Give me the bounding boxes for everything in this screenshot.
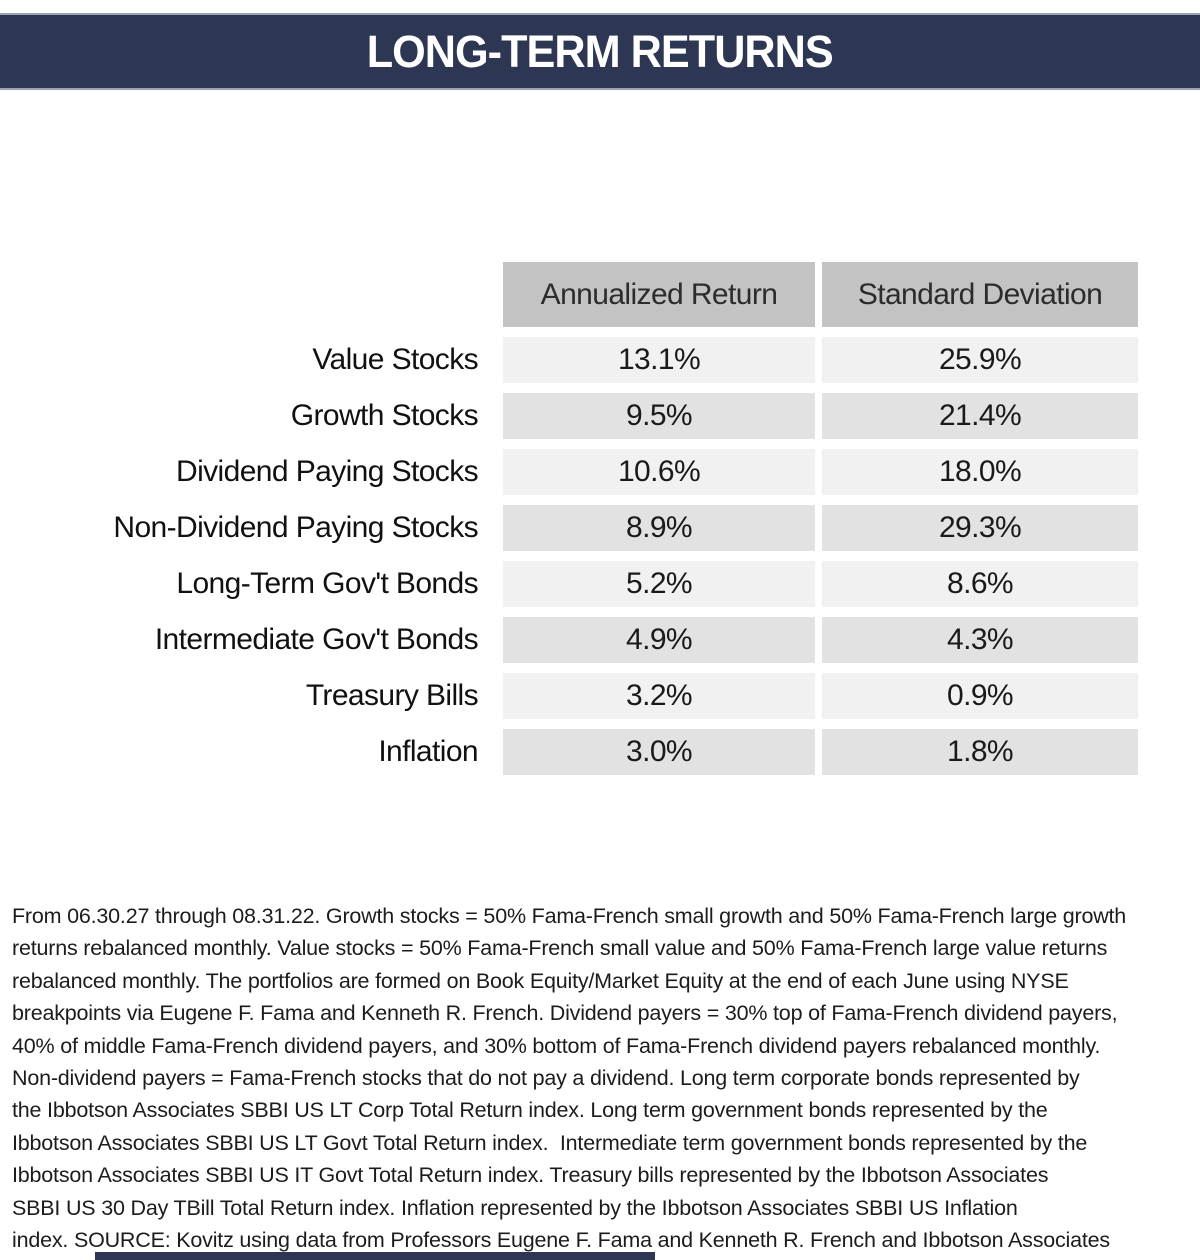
annualized-return-value: 3.0% (503, 729, 815, 775)
standard-deviation-value: 1.8% (822, 729, 1138, 775)
footnote-line: 40% of middle Fama-French dividend payer… (12, 1033, 1101, 1058)
standard-deviation-value: 21.4% (822, 393, 1138, 439)
row-label: Long-Term Gov't Bonds (176, 567, 478, 600)
annualized-return-value: 8.9% (503, 505, 815, 551)
row-label: Intermediate Gov't Bonds (154, 623, 479, 656)
row-label: Growth Stocks (290, 399, 479, 432)
row-label: Dividend Paying Stocks (176, 455, 479, 488)
annualized-return-value: 10.6% (503, 449, 815, 495)
table-header-row: Annualized Return Standard Deviation (0, 262, 1138, 327)
table-row: Value Stocks 13.1% 25.9% (0, 337, 1138, 383)
annualized-return-value: 3.2% (503, 673, 815, 719)
footnote-line: SBBI US 30 Day TBill Total Return index.… (12, 1195, 1018, 1220)
annualized-return-value: 9.5% (503, 393, 815, 439)
footnote: From 06.30.27 through 08.31.22. Growth s… (12, 900, 1194, 1256)
footnote-line: rebalanced monthly. The portfolios are f… (12, 968, 1069, 993)
footnote-line: Ibbotson Associates SBBI US LT Govt Tota… (12, 1130, 1088, 1155)
standard-deviation-value: 8.6% (822, 561, 1138, 607)
standard-deviation-value: 29.3% (822, 505, 1138, 551)
footnote-line: index. SOURCE: Kovitz using data from Pr… (12, 1228, 1110, 1253)
footnote-line: returns rebalanced monthly. Value stocks… (12, 936, 1108, 961)
page-title: LONG-TERM RETURNS (366, 25, 834, 77)
header-label-spacer (0, 262, 478, 327)
column-header-standard-deviation: Standard Deviation (822, 262, 1138, 327)
annualized-return-value: 13.1% (503, 337, 815, 383)
table-row: Long-Term Gov't Bonds 5.2% 8.6% (0, 561, 1138, 607)
row-label: Non-Dividend Paying Stocks (113, 511, 478, 544)
row-label: Treasury Bills (305, 679, 479, 712)
returns-table: Annualized Return Standard Deviation Val… (0, 262, 1138, 775)
standard-deviation-value: 18.0% (822, 449, 1138, 495)
table-row: Inflation 3.0% 1.8% (0, 729, 1138, 775)
row-label: Inflation (378, 735, 478, 768)
column-header-annualized-return: Annualized Return (503, 262, 815, 327)
footnote-line: From 06.30.27 through 08.31.22. Growth s… (12, 904, 1127, 928)
annualized-return-value: 4.9% (503, 617, 815, 663)
standard-deviation-value: 4.3% (822, 617, 1138, 663)
footnote-line: breakpoints via Eugene F. Fama and Kenne… (12, 1001, 1118, 1026)
footnote-line: the Ibbotson Associates SBBI US LT Corp … (12, 1098, 1048, 1123)
table-row: Intermediate Gov't Bonds 4.9% 4.3% (0, 617, 1138, 663)
annualized-return-value: 5.2% (503, 561, 815, 607)
table-row: Treasury Bills 3.2% 0.9% (0, 673, 1138, 719)
title-bar: LONG-TERM RETURNS (0, 13, 1200, 90)
footer-bar-fragment (95, 1252, 655, 1260)
standard-deviation-value: 0.9% (822, 673, 1138, 719)
table-row: Dividend Paying Stocks 10.6% 18.0% (0, 449, 1138, 495)
footnote-line: Ibbotson Associates SBBI US IT Govt Tota… (12, 1163, 1049, 1188)
table-row: Non-Dividend Paying Stocks 8.9% 29.3% (0, 505, 1138, 551)
footnote-line: Non-dividend payers = Fama-French stocks… (12, 1066, 1080, 1091)
row-label: Value Stocks (312, 343, 478, 376)
table-row: Growth Stocks 9.5% 21.4% (0, 393, 1138, 439)
standard-deviation-value: 25.9% (822, 337, 1138, 383)
